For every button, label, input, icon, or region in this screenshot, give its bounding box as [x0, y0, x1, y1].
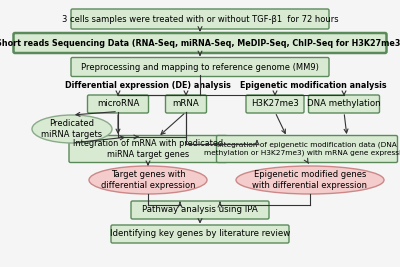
Text: Pathway analysis using IPA: Pathway analysis using IPA: [142, 206, 258, 214]
FancyBboxPatch shape: [71, 57, 329, 77]
Text: Identifying key genes by literature review: Identifying key genes by literature revi…: [110, 230, 290, 238]
Text: DNA methylation: DNA methylation: [307, 100, 381, 108]
Text: Preprocessing and mapping to reference genome (MM9): Preprocessing and mapping to reference g…: [81, 62, 319, 72]
FancyBboxPatch shape: [246, 95, 304, 113]
FancyBboxPatch shape: [131, 201, 269, 219]
Text: mRNA: mRNA: [173, 100, 199, 108]
Text: Predicated
miRNA targets: Predicated miRNA targets: [42, 119, 102, 139]
FancyBboxPatch shape: [71, 9, 329, 29]
Ellipse shape: [32, 115, 112, 143]
Text: H3K27me3: H3K27me3: [251, 100, 299, 108]
Text: 3 cells samples were treated with or without TGF-β1  for 72 hours: 3 cells samples were treated with or wit…: [62, 14, 338, 23]
Text: Differential expression (DE) analysis: Differential expression (DE) analysis: [65, 80, 231, 89]
FancyBboxPatch shape: [308, 95, 380, 113]
Text: Epigenetic modification analysis: Epigenetic modification analysis: [240, 80, 386, 89]
Text: Integration of epigenetic modification data (DNA
methylation or H3K27me3) with m: Integration of epigenetic modification d…: [204, 142, 400, 156]
FancyBboxPatch shape: [166, 95, 206, 113]
FancyBboxPatch shape: [88, 95, 148, 113]
Ellipse shape: [89, 166, 207, 194]
Text: Integration of mRNA with predicated
miRNA target genes: Integration of mRNA with predicated miRN…: [73, 139, 223, 159]
Text: microRNA: microRNA: [97, 100, 139, 108]
FancyBboxPatch shape: [111, 225, 289, 243]
FancyBboxPatch shape: [216, 135, 398, 163]
Text: Short reads Sequencing Data (RNA-Seq, miRNA-Seq, MeDIP-Seq, ChIP-Seq for H3K27me: Short reads Sequencing Data (RNA-Seq, mi…: [0, 38, 400, 48]
FancyBboxPatch shape: [69, 135, 227, 163]
FancyBboxPatch shape: [14, 33, 386, 53]
Text: Target genes with
differential expression: Target genes with differential expressio…: [101, 170, 195, 190]
Ellipse shape: [236, 166, 384, 194]
Text: Epigenetic modified genes
with differential expression: Epigenetic modified genes with different…: [252, 170, 368, 190]
